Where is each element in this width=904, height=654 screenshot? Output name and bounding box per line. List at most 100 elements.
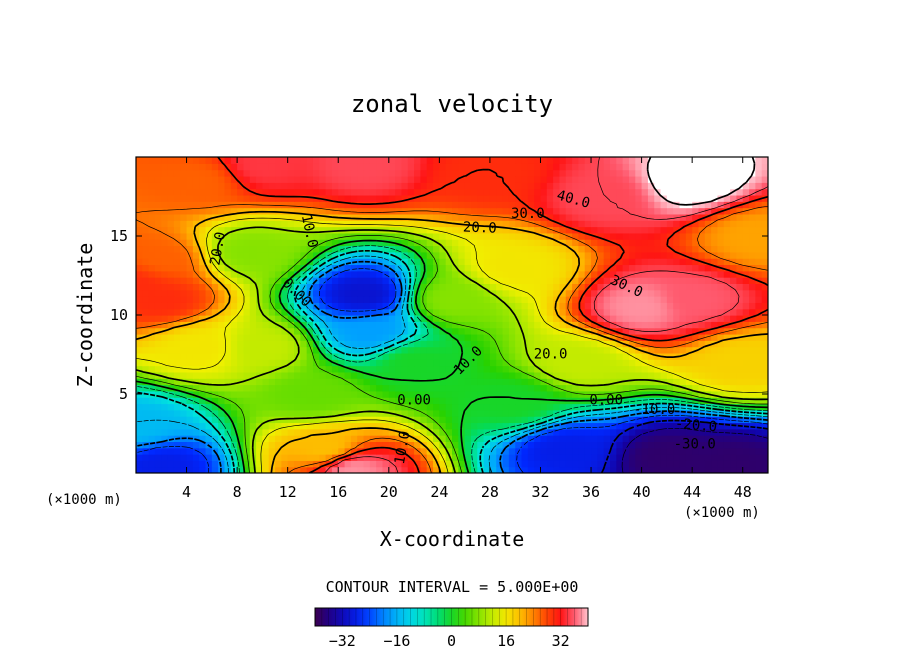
field-cell (294, 365, 301, 373)
field-cell (350, 220, 358, 228)
field-cell (154, 428, 162, 436)
field-cell (660, 454, 668, 461)
field-cell (572, 333, 579, 341)
field-cell (148, 226, 156, 234)
field-cell (717, 308, 725, 316)
field-cell (578, 213, 586, 221)
field-cell (496, 428, 504, 436)
field-cell (306, 327, 314, 335)
field-cell (173, 403, 181, 411)
field-cell (540, 447, 548, 455)
field-cell (275, 340, 282, 348)
field-cell (331, 460, 339, 468)
field-cell (692, 308, 700, 316)
field-cell (395, 435, 403, 442)
field-cell (616, 409, 624, 417)
field-cell (142, 258, 150, 266)
field-cell (628, 163, 636, 171)
field-cell (249, 428, 257, 436)
field-cell (489, 403, 497, 411)
field-cell (679, 277, 687, 284)
field-cell (616, 359, 624, 367)
field-cell (180, 371, 188, 379)
field-cell (237, 207, 245, 215)
field-cell (142, 308, 150, 316)
field-cell (698, 384, 706, 392)
field-cell (610, 359, 617, 367)
field-cell (717, 289, 725, 297)
field-cell (515, 258, 523, 266)
field-cell (136, 315, 143, 322)
field-cell (540, 384, 548, 392)
field-cell (211, 441, 219, 449)
field-cell (698, 175, 706, 183)
field-cell (306, 239, 314, 247)
field-cell (635, 365, 643, 373)
field-cell (730, 302, 737, 310)
field-cell (470, 169, 478, 177)
field-cell (268, 258, 276, 266)
field-cell (464, 359, 472, 367)
field-cell (350, 435, 358, 442)
field-cell (717, 157, 725, 164)
field-cell (452, 454, 459, 461)
field-cell (300, 270, 308, 278)
field-cell (237, 359, 245, 367)
field-cell (572, 232, 579, 240)
field-cell (180, 454, 188, 461)
field-cell (325, 359, 333, 367)
field-cell (401, 371, 409, 379)
field-cell (470, 340, 478, 348)
field-cell (559, 371, 567, 379)
field-cell (666, 188, 674, 196)
field-cell (521, 315, 529, 322)
field-cell (489, 466, 497, 473)
field-cell (426, 289, 434, 297)
field-cell (414, 163, 421, 171)
field-cell (723, 245, 731, 253)
field-cell (388, 194, 396, 202)
field-cell (647, 466, 655, 473)
field-cell (685, 371, 693, 379)
field-cell (180, 308, 188, 316)
field-cell (483, 409, 491, 417)
field-cell (357, 460, 365, 468)
field-cell (565, 441, 573, 449)
field-cell (154, 390, 162, 398)
field-cell (262, 283, 270, 291)
field-cell (704, 340, 712, 348)
field-cell (755, 435, 763, 442)
field-cell (350, 207, 358, 215)
field-cell (761, 226, 768, 234)
field-cell (312, 226, 320, 234)
field-cell (483, 371, 491, 379)
field-cell (749, 365, 756, 373)
field-cell (496, 397, 504, 405)
field-cell (578, 428, 586, 436)
field-cell (167, 194, 175, 202)
field-cell (711, 441, 719, 449)
field-cell (199, 416, 207, 424)
field-cell (148, 220, 156, 228)
field-cell (527, 371, 535, 379)
field-cell (338, 422, 346, 430)
field-cell (666, 365, 674, 373)
field-cell (458, 194, 466, 202)
field-cell (698, 460, 706, 468)
field-cell (338, 466, 346, 473)
field-cell (192, 226, 200, 234)
field-cell (224, 226, 232, 234)
field-cell (407, 188, 415, 196)
field-cell (572, 163, 579, 171)
field-cell (470, 289, 478, 297)
field-cell (275, 352, 282, 360)
field-cell (344, 333, 352, 341)
field-cell (534, 346, 542, 354)
field-cell (572, 352, 579, 360)
field-cell (502, 460, 510, 468)
field-cell (445, 346, 453, 354)
field-cell (477, 157, 485, 164)
field-cell (388, 201, 396, 209)
field-cell (565, 207, 573, 215)
field-cell (300, 213, 308, 221)
